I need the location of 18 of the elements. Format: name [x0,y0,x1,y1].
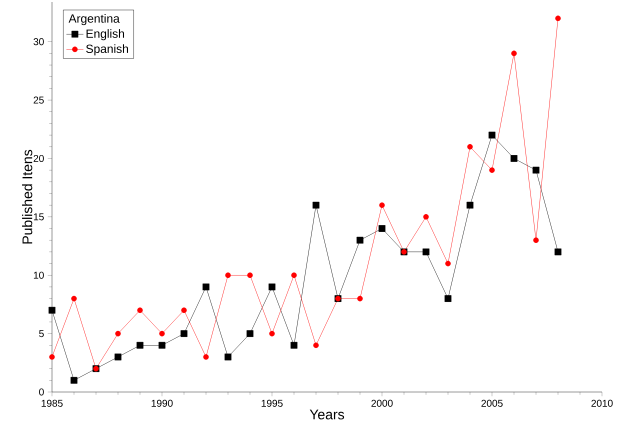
y-tick-label: 30 [34,38,44,46]
x-tick-label: 1990 [152,400,173,407]
y-axis-title: Published Itens [22,150,32,244]
x-tick-label: 1985 [42,400,63,407]
legend-label: Spanish [86,44,128,56]
x-tick-label: 2000 [371,400,393,407]
y-tick-label: 25 [34,96,44,104]
x-axis-title: Years [310,410,344,420]
x-tick-label: 2010 [591,400,613,407]
legend-label: English [86,29,124,40]
y-tick-label: 10 [34,272,44,279]
x-tick-label: 1995 [262,400,283,407]
y-tick-label: 5 [39,330,44,338]
x-tick-label: 2005 [481,400,503,407]
y-tick-label: 15 [34,213,44,220]
y-tick-label: 0 [39,388,44,396]
legend-title: Argentina [68,14,120,26]
y-tick-label: 20 [34,154,44,162]
